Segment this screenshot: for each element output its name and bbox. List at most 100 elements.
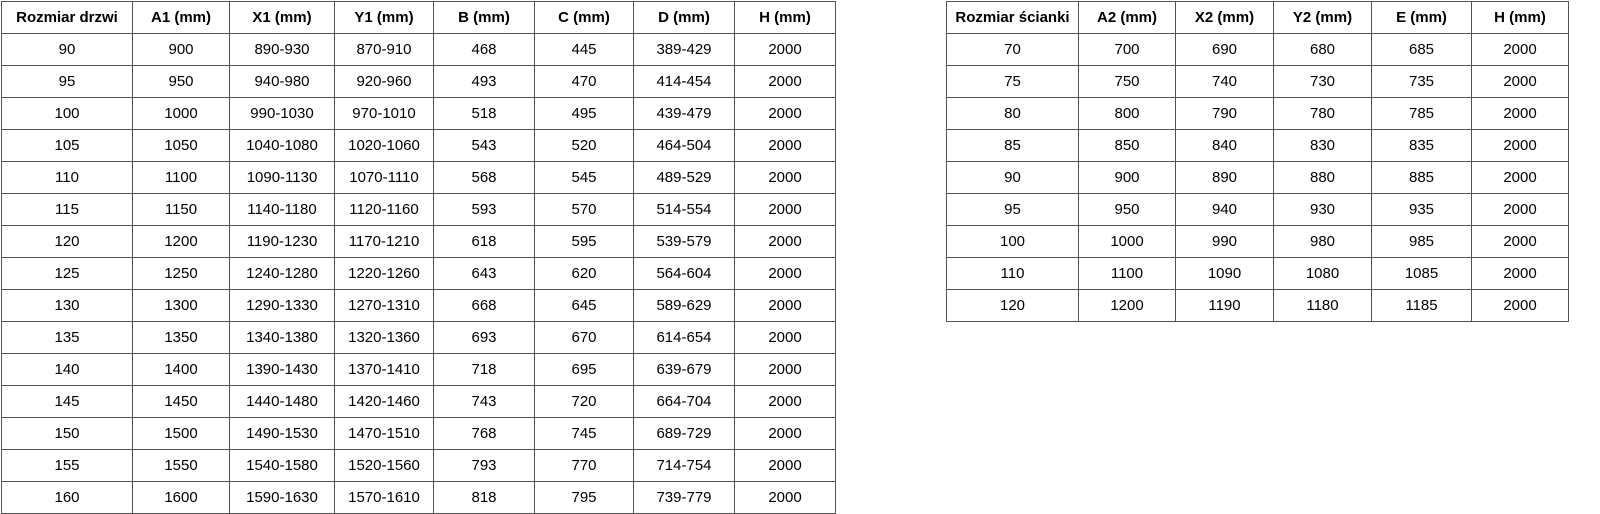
table-cell: 2000 [734, 257, 836, 290]
table-cell: 468 [433, 33, 535, 66]
table-cell: 514-554 [633, 193, 735, 226]
table-cell: 1270-1310 [334, 289, 434, 322]
table-row: 85 850 840 830 835 2000 [946, 129, 1569, 162]
table-cell: 1600 [132, 481, 230, 514]
table-cell: 2000 [734, 321, 836, 354]
table-row: 70 700 690 680 685 2000 [946, 33, 1569, 66]
table-row: 125 1250 1240-1280 1220-1260 643 620 564-604 20… [1, 257, 836, 290]
header-cell: C (mm) [534, 1, 634, 34]
table-cell: 445 [534, 33, 634, 66]
table-cell: 389-429 [633, 33, 735, 66]
header-cell: X1 (mm) [229, 1, 335, 34]
table-cell: 593 [433, 193, 535, 226]
table-cell: 2000 [734, 289, 836, 322]
table-row: 105 1050 1040-1080 1020-1060 543 520 464-504 20… [1, 129, 836, 162]
header-cell: H (mm) [1471, 1, 1569, 34]
table-row: 120 1200 1190-1230 1170-1210 618 595 539-579 20… [1, 225, 836, 258]
table-cell: 818 [433, 481, 535, 514]
table-cell: 1370-1410 [334, 353, 434, 386]
header-cell: D (mm) [633, 1, 735, 34]
table-cell: 780 [1273, 97, 1372, 130]
table-cell: 690 [1175, 33, 1274, 66]
table-row: 100 1000 990 980 985 2000 [946, 225, 1569, 258]
table-cell: 890 [1175, 161, 1274, 194]
table-cell: 735 [1371, 65, 1472, 98]
table-cell: 1570-1610 [334, 481, 434, 514]
door-size-table: Rozmiar drzwi A1 (mm) X1 (mm) Y1 (mm) B (mm)… [1, 1, 836, 514]
table-cell: 1140-1180 [229, 193, 335, 226]
table-row: 130 1300 1290-1330 1270-1310 668 645 589-629 20… [1, 289, 836, 322]
table-cell: 155 [1, 449, 133, 482]
table-row: 95 950 940-980 920-960 493 470 414-454 2000 [1, 65, 836, 98]
table-row: 100 1000 990-1030 970-1010 518 495 439-479 2000 [1, 97, 836, 130]
table-cell: 1520-1560 [334, 449, 434, 482]
table-cell: 2000 [1471, 225, 1569, 258]
table-cell: 1340-1380 [229, 321, 335, 354]
table-cell: 2000 [1471, 257, 1569, 290]
table-cell: 668 [433, 289, 535, 322]
table-cell: 2000 [1471, 33, 1569, 66]
table-cell: 1470-1510 [334, 417, 434, 450]
table-cell: 2000 [734, 449, 836, 482]
table-cell: 743 [433, 385, 535, 418]
header-cell: A2 (mm) [1078, 1, 1176, 34]
table-cell: 620 [534, 257, 634, 290]
table-cell: 1200 [1078, 289, 1176, 322]
table-cell: 1290-1330 [229, 289, 335, 322]
header-cell: H (mm) [734, 1, 836, 34]
table-cell: 1500 [132, 417, 230, 450]
table-cell: 795 [534, 481, 634, 514]
table-cell: 940-980 [229, 65, 335, 98]
table-cell: 570 [534, 193, 634, 226]
table-cell: 1390-1430 [229, 353, 335, 386]
table-cell: 130 [1, 289, 133, 322]
table-cell: 850 [1078, 129, 1176, 162]
table-cell: 1220-1260 [334, 257, 434, 290]
table-cell: 2000 [734, 225, 836, 258]
header-cell: B (mm) [433, 1, 535, 34]
table-cell: 793 [433, 449, 535, 482]
table-cell: 140 [1, 353, 133, 386]
table-cell: 1100 [132, 161, 230, 194]
table-cell: 1040-1080 [229, 129, 335, 162]
table-cell: 1550 [132, 449, 230, 482]
table-cell: 1020-1060 [334, 129, 434, 162]
table-cell: 110 [1, 161, 133, 194]
table-cell: 120 [1, 225, 133, 258]
header-cell: A1 (mm) [132, 1, 230, 34]
table-cell: 489-529 [633, 161, 735, 194]
table-cell: 670 [534, 321, 634, 354]
table-cell: 990 [1175, 225, 1274, 258]
table-cell: 1120-1160 [334, 193, 434, 226]
table-cell: 1080 [1273, 257, 1372, 290]
table-cell: 439-479 [633, 97, 735, 130]
table-cell: 1300 [132, 289, 230, 322]
table-cell: 2000 [1471, 161, 1569, 194]
table-cell: 1090 [1175, 257, 1274, 290]
table-cell: 935 [1371, 193, 1472, 226]
table-cell: 95 [946, 193, 1079, 226]
table-cell: 2000 [734, 129, 836, 162]
table-cell: 980 [1273, 225, 1372, 258]
table-cell: 110 [946, 257, 1079, 290]
table-cell: 689-729 [633, 417, 735, 450]
table-cell: 595 [534, 225, 634, 258]
table-cell: 900 [132, 33, 230, 66]
table-cell: 830 [1273, 129, 1372, 162]
table-cell: 589-629 [633, 289, 735, 322]
table-cell: 770 [534, 449, 634, 482]
table-cell: 870-910 [334, 33, 434, 66]
table-row: 145 1450 1440-1480 1420-1460 743 720 664-704 20… [1, 385, 836, 418]
table-cell: 930 [1273, 193, 1372, 226]
table-cell: 700 [1078, 33, 1176, 66]
header-cell: Y1 (mm) [334, 1, 434, 34]
table-cell: 1050 [132, 129, 230, 162]
table-row: 115 1150 1140-1180 1120-1160 593 570 514-554 20… [1, 193, 836, 226]
table-cell: 2000 [1471, 65, 1569, 98]
table-cell: 800 [1078, 97, 1176, 130]
table-cell: 950 [132, 65, 230, 98]
table-cell: 464-504 [633, 129, 735, 162]
table-cell: 940 [1175, 193, 1274, 226]
table-cell: 1000 [1078, 225, 1176, 258]
table-cell: 1190-1230 [229, 225, 335, 258]
